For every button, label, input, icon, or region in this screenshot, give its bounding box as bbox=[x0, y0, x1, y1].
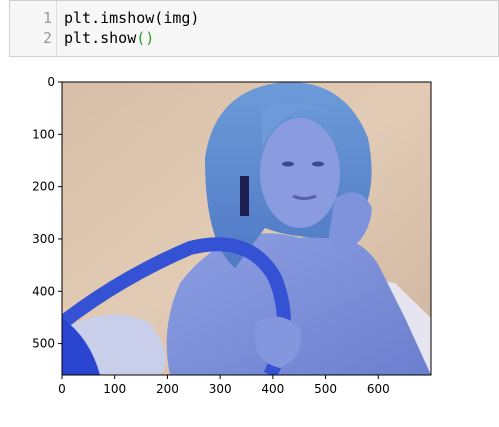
x-tick-label: 200 bbox=[156, 382, 179, 396]
y-tick-label: 500 bbox=[32, 337, 55, 351]
x-tick-label: 600 bbox=[367, 382, 390, 396]
figure-svg: 0 100 200 300 400 500 600 0 100 200 300 400 500 bbox=[32, 75, 432, 396]
eye-right bbox=[312, 161, 324, 167]
x-tick-label: 300 bbox=[209, 382, 232, 396]
x-tick-label: 400 bbox=[261, 382, 284, 396]
body-shape bbox=[166, 233, 431, 375]
eye-left bbox=[282, 161, 294, 167]
hand-right bbox=[329, 192, 372, 253]
bag-side bbox=[62, 318, 100, 375]
code-parens: () bbox=[136, 29, 155, 47]
line-number: 2 bbox=[42, 29, 52, 47]
code-cell[interactable]: 1 2 plt.imshow(img) plt.show() bbox=[9, 0, 499, 57]
y-tick-label: 100 bbox=[32, 127, 55, 141]
x-axis: 0 100 200 300 400 500 600 bbox=[58, 375, 390, 396]
y-tick-label: 400 bbox=[32, 284, 55, 298]
y-tick-label: 300 bbox=[32, 232, 55, 246]
line-number-gutter: 1 2 bbox=[10, 1, 57, 56]
code-line-show[interactable]: plt.show() bbox=[64, 28, 154, 48]
hand-left bbox=[255, 316, 301, 368]
hair-front bbox=[262, 102, 338, 148]
y-tick-label: 0 bbox=[47, 75, 55, 89]
code-text: plt.show bbox=[64, 29, 137, 47]
x-tick-label: 100 bbox=[103, 382, 126, 396]
mouth bbox=[292, 194, 317, 200]
plot-frame bbox=[61, 81, 432, 376]
line-number: 1 bbox=[42, 9, 52, 27]
hair-shadow bbox=[240, 176, 249, 216]
y-axis: 0 100 200 300 400 500 bbox=[32, 75, 62, 351]
y-tick-label: 200 bbox=[32, 180, 55, 194]
x-tick-label: 0 bbox=[58, 382, 66, 396]
matplotlib-figure: 0 100 200 300 400 500 600 0 100 200 300 400 500 bbox=[0, 68, 499, 408]
x-tick-label: 500 bbox=[314, 382, 337, 396]
displayed-image bbox=[62, 82, 431, 375]
face-shape bbox=[260, 118, 340, 228]
code-line-imshow[interactable]: plt.imshow(img) bbox=[64, 9, 200, 27]
